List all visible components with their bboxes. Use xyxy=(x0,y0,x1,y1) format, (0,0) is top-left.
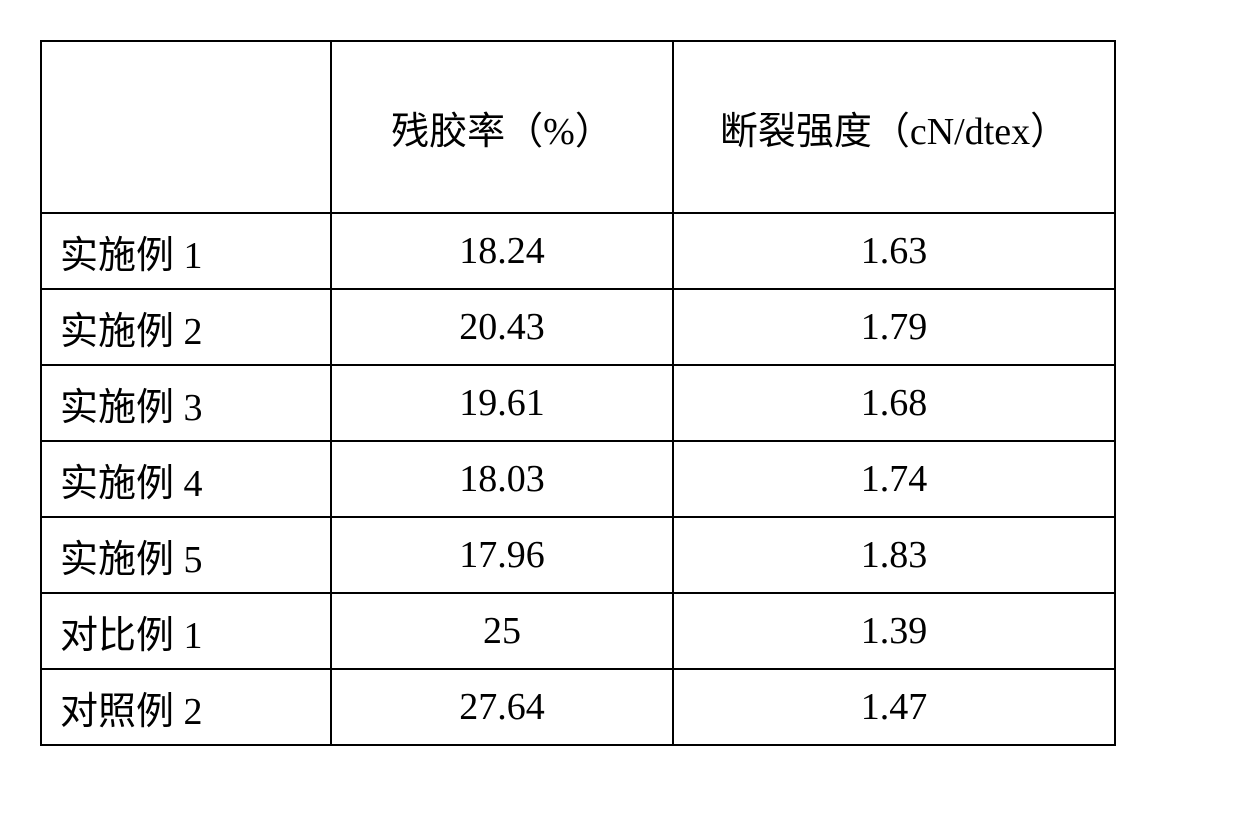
table-row: 对照例 2 27.64 1.47 xyxy=(41,669,1115,745)
data-table: 残胶率（%） 断裂强度（cN/dtex） 实施例 1 18.24 1.63 实施… xyxy=(40,40,1116,746)
header-empty xyxy=(41,41,331,213)
cell-break-strength: 1.47 xyxy=(673,669,1115,745)
cell-residual-gum: 18.24 xyxy=(331,213,673,289)
row-label: 实施例 5 xyxy=(41,517,331,593)
cell-break-strength: 1.68 xyxy=(673,365,1115,441)
table-row: 实施例 1 18.24 1.63 xyxy=(41,213,1115,289)
table-header-row: 残胶率（%） 断裂强度（cN/dtex） xyxy=(41,41,1115,213)
cell-residual-gum: 27.64 xyxy=(331,669,673,745)
data-table-wrap: 残胶率（%） 断裂强度（cN/dtex） 实施例 1 18.24 1.63 实施… xyxy=(40,40,1116,746)
header-residual-gum: 残胶率（%） xyxy=(331,41,673,213)
cell-residual-gum: 25 xyxy=(331,593,673,669)
table-row: 实施例 3 19.61 1.68 xyxy=(41,365,1115,441)
row-label: 对照例 2 xyxy=(41,669,331,745)
cell-break-strength: 1.39 xyxy=(673,593,1115,669)
header-break-strength: 断裂强度（cN/dtex） xyxy=(673,41,1115,213)
table-row: 实施例 2 20.43 1.79 xyxy=(41,289,1115,365)
table-row: 实施例 4 18.03 1.74 xyxy=(41,441,1115,517)
table-row: 实施例 5 17.96 1.83 xyxy=(41,517,1115,593)
cell-residual-gum: 19.61 xyxy=(331,365,673,441)
cell-residual-gum: 18.03 xyxy=(331,441,673,517)
cell-break-strength: 1.63 xyxy=(673,213,1115,289)
cell-break-strength: 1.74 xyxy=(673,441,1115,517)
cell-residual-gum: 17.96 xyxy=(331,517,673,593)
row-label: 实施例 2 xyxy=(41,289,331,365)
cell-residual-gum: 20.43 xyxy=(331,289,673,365)
cell-break-strength: 1.83 xyxy=(673,517,1115,593)
row-label: 实施例 4 xyxy=(41,441,331,517)
row-label: 实施例 3 xyxy=(41,365,331,441)
row-label: 对比例 1 xyxy=(41,593,331,669)
row-label: 实施例 1 xyxy=(41,213,331,289)
table-row: 对比例 1 25 1.39 xyxy=(41,593,1115,669)
cell-break-strength: 1.79 xyxy=(673,289,1115,365)
